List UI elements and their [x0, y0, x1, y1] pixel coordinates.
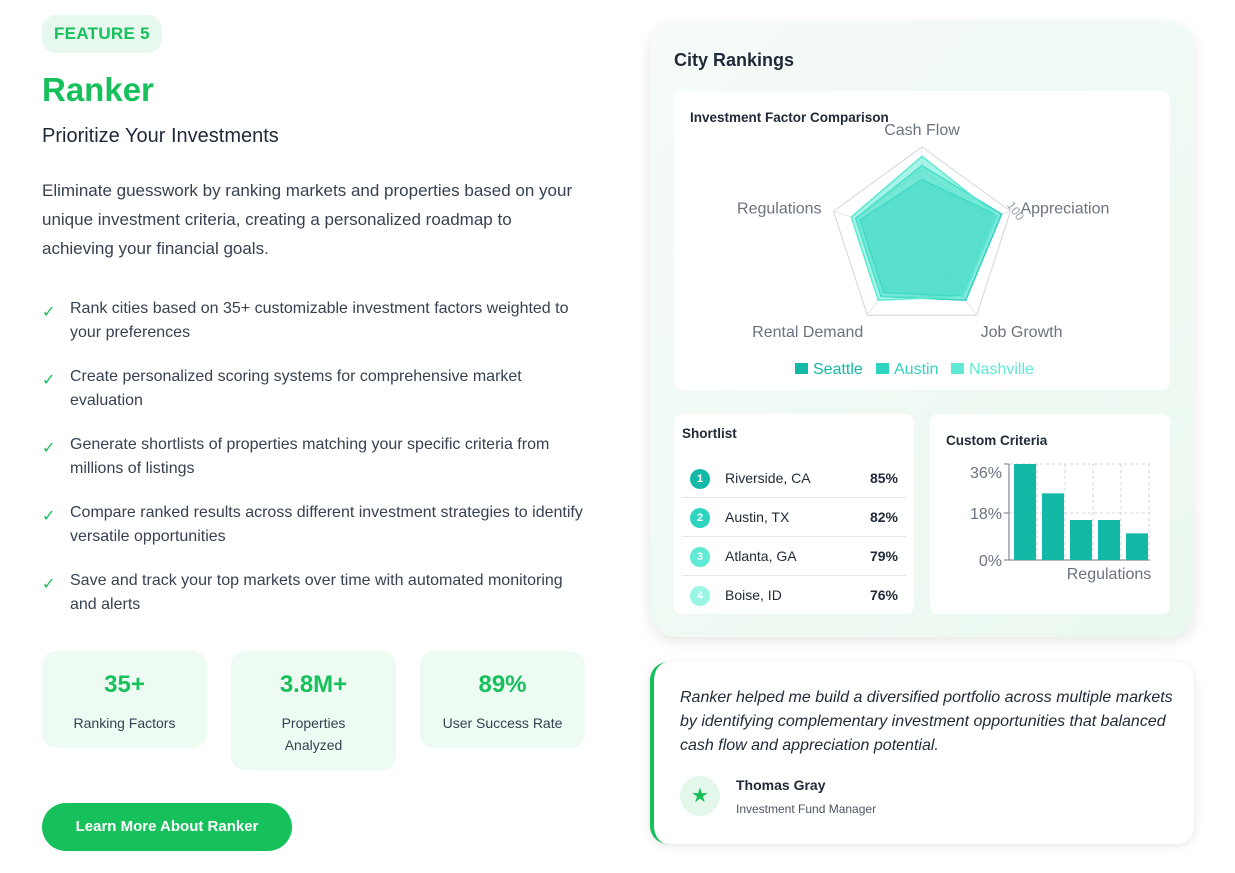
legend-swatch-austin: [876, 363, 889, 374]
radar-axis-label: Cash Flow: [884, 122, 960, 139]
rank-badge: 4: [690, 586, 710, 606]
criteria-bar[interactable]: [1014, 464, 1036, 560]
legend-label-seattle: Seattle: [813, 361, 863, 378]
feature-item: ✓ Rank cities based on 35+ customizable i…: [42, 297, 602, 345]
shortlist-score: 82%: [869, 509, 898, 525]
checkmark-icon: ✓: [42, 508, 56, 525]
shortlist-city: Austin, TX: [725, 509, 790, 525]
stat-label: Ranking Factors: [73, 715, 176, 731]
feature-item: ✓ Compare ranked results across different…: [42, 501, 602, 549]
rank-badge: 3: [690, 547, 710, 567]
shortlist-title: Shortlist: [682, 426, 737, 441]
shortlist-row[interactable]: 1 Riverside, CA 85%: [682, 459, 906, 498]
legend-label-austin: Austin: [894, 361, 938, 378]
radar-chart-card: Investment Factor Comparison 100 Cash Fl…: [674, 91, 1170, 390]
radar-axis-label: Appreciation: [1020, 200, 1109, 217]
criteria-bar[interactable]: [1042, 493, 1064, 560]
y-tick-label: 36%: [970, 465, 1002, 482]
stat-value: 89%: [478, 671, 527, 698]
feature-item-text: Save and track your top markets over tim…: [70, 572, 563, 613]
feature-subtitle: Prioritize Your Investments: [42, 125, 279, 147]
legend-swatch-seattle: [795, 363, 808, 374]
custom-criteria-card: Custom Criteria 36% 18% 0% Regulations: [930, 414, 1170, 614]
legend-label-nashville: Nashville: [969, 361, 1034, 378]
stat-value: 35+: [104, 671, 145, 698]
radar-axis-label: Regulations: [737, 200, 822, 217]
criteria-bar[interactable]: [1098, 520, 1120, 560]
testimonial-role: Investment Fund Manager: [736, 802, 877, 816]
criteria-bar[interactable]: [1070, 520, 1092, 560]
shortlist-score: 76%: [869, 587, 898, 603]
stat-card-user-success-rate: 89% User Success Rate: [420, 651, 585, 748]
shortlist-city: Riverside, CA: [725, 470, 811, 486]
testimonial-card: Ranker helped me build a diversified por…: [650, 662, 1194, 844]
feature-item: ✓ Save and track your top markets over ti…: [42, 569, 602, 617]
stat-card-ranking-factors: 35+ Ranking Factors: [42, 651, 207, 748]
checkmark-icon: ✓: [42, 576, 56, 593]
shortlist-card: Shortlist 1 Riverside, CA 85% 2 Austin, …: [674, 414, 914, 614]
custom-criteria-title: Custom Criteria: [946, 433, 1048, 448]
feature-item-text: Create personalized scoring systems for …: [70, 368, 522, 409]
radar-axis-label: Rental Demand: [752, 324, 863, 341]
feature-item-text: Compare ranked results across different …: [70, 504, 583, 545]
shortlist-row[interactable]: 3 Atlanta, GA 79%: [682, 537, 906, 576]
feature-list: ✓ Rank cities based on 35+ customizable i…: [42, 297, 602, 617]
shortlist-score: 85%: [869, 470, 898, 486]
criteria-bar-chart: 36% 18% 0% Regulations: [970, 463, 1152, 583]
feature-badge: FEATURE 5: [42, 15, 162, 53]
stat-value: 3.8M+: [279, 671, 348, 698]
radar-legend: Seattle Austin Nashville: [795, 361, 1034, 378]
feature-item: ✓ Create personalized scoring systems for…: [42, 365, 602, 413]
checkmark-icon: ✓: [42, 372, 56, 389]
rank-badge: 1: [690, 469, 710, 489]
testimonial-quote: Ranker helped me build a diversified por…: [680, 689, 1173, 754]
city-rankings-panel: City Rankings Investment Factor Comparis…: [650, 22, 1194, 637]
radar-chart-title: Investment Factor Comparison: [690, 110, 889, 125]
x-tick-label: Regulations: [1067, 566, 1152, 583]
learn-more-button[interactable]: Learn More About Ranker: [42, 803, 292, 851]
rank-badge: 2: [690, 508, 710, 528]
radar-axis-label: Job Growth: [981, 324, 1063, 341]
feature-section: FEATURE 5 Ranker Prioritize Your Investm…: [42, 15, 602, 637]
shortlist-city: Boise, ID: [725, 587, 782, 603]
criteria-bar[interactable]: [1126, 533, 1148, 560]
feature-item-text: Generate shortlists of properties matchi…: [70, 436, 550, 477]
shortlist-row[interactable]: 2 Austin, TX 82%: [682, 498, 906, 537]
feature-item-text: Rank cities based on 35+ customizable in…: [70, 300, 569, 341]
y-tick-label: 18%: [970, 506, 1002, 523]
stat-label: User Success Rate: [442, 715, 563, 731]
radar-grid-ring: [832, 146, 1012, 316]
feature-title: Ranker: [42, 71, 154, 108]
shortlist-city: Atlanta, GA: [725, 548, 797, 564]
star-icon: ★: [680, 776, 720, 816]
testimonial-name: Thomas Gray: [736, 777, 826, 793]
stat-card-properties-analyzed: 3.8M+ Properties Analyzed: [231, 651, 396, 770]
checkmark-icon: ✓: [42, 304, 56, 321]
shortlist-score: 79%: [869, 548, 898, 564]
stat-label: Properties Analyzed: [281, 715, 346, 753]
feature-item: ✓ Generate shortlists of properties match…: [42, 433, 602, 481]
radar-series-nashville[interactable]: [850, 155, 999, 301]
radar-chart: 100 Cash Flow Appreciation Job Growth Re…: [737, 122, 1109, 378]
shortlist-row[interactable]: 4 Boise, ID 76%: [682, 576, 906, 615]
panel-title: City Rankings: [674, 50, 795, 70]
checkmark-icon: ✓: [42, 440, 56, 457]
y-tick-label: 0%: [979, 553, 1002, 570]
feature-description: Eliminate guesswork by ranking markets a…: [42, 181, 573, 258]
legend-swatch-nashville: [951, 363, 964, 374]
